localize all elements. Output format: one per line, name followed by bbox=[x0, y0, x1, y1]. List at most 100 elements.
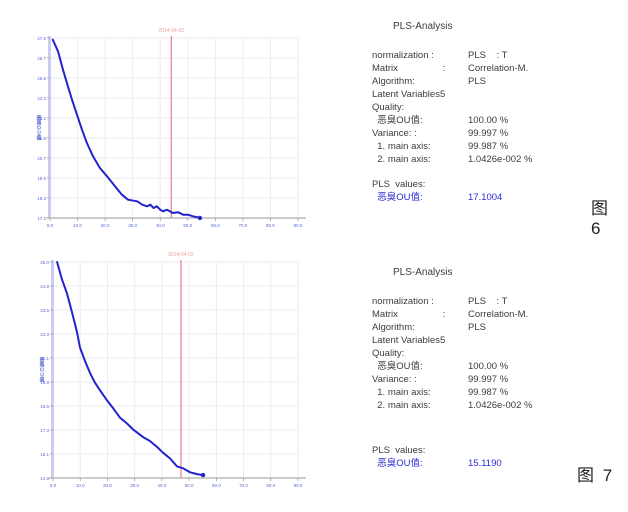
row-value: PLS : T bbox=[468, 50, 508, 61]
row-value: 100.00 % bbox=[468, 361, 509, 372]
row-value: PLS : T bbox=[468, 296, 508, 307]
y-tick-label: 24.8 bbox=[40, 284, 49, 289]
row-value: 1.0426e-002 % bbox=[468, 400, 533, 411]
row-label: 1. main axis: bbox=[372, 141, 431, 152]
row-value: PLS bbox=[468, 76, 486, 87]
analysis-row: normalization : PLS : T bbox=[372, 295, 612, 308]
x-tick-label: 20.0 bbox=[103, 483, 112, 488]
x-tick-label: 90.0 bbox=[294, 483, 303, 488]
row-value: 99.997 % bbox=[468, 128, 509, 139]
date-annotation: 2014-04-02 bbox=[158, 28, 184, 34]
pls-value-line: 恶臭OU值: 15.1190 bbox=[372, 457, 612, 470]
x-tick-label: 40.0 bbox=[156, 223, 165, 228]
row-value: 99.987 % bbox=[468, 387, 509, 398]
analysis-row: Latent Variables5 bbox=[372, 334, 612, 347]
pls-values-label: PLS values: bbox=[372, 179, 426, 190]
y-tick-label: 18.3 bbox=[37, 196, 46, 201]
analysis-row: normalization : PLS : T bbox=[372, 49, 612, 62]
date-annotation: 2014-04-02 bbox=[168, 252, 194, 258]
ou-curve-chart-top: 0.0 10.0 20.0 30.0 40.0 50.0 60.0 70.0 80.0 90.0 2… bbox=[36, 28, 306, 228]
pls-value-name: 恶臭OU值: bbox=[372, 458, 423, 469]
row-label: Variance: : bbox=[372, 128, 417, 139]
x-tick-label: 10.0 bbox=[76, 483, 85, 488]
analysis-row: 2. main axis: 1.0426e-002 % bbox=[372, 399, 612, 412]
y-tick-label: 20.7 bbox=[37, 156, 46, 161]
x-tick-label: 40.0 bbox=[158, 483, 167, 488]
analysis-rows: normalization : PLS : T Matrix : Correlatio… bbox=[372, 295, 612, 412]
y-tick-label: 16.1 bbox=[40, 452, 49, 457]
y-axis-title: 恶臭 O U 值 bbox=[36, 115, 41, 142]
analysis-row: Variance: : 99.997 % bbox=[372, 127, 612, 140]
analysis-row: 恶臭OU值: 100.00 % bbox=[372, 360, 612, 373]
analysis-row: 1. main axis: 99.987 % bbox=[372, 140, 612, 153]
x-tick-label: 10.0 bbox=[73, 223, 82, 228]
y-tick-label: 26.7 bbox=[37, 56, 46, 61]
x-tick-label: 60.0 bbox=[212, 483, 221, 488]
pls-value: 15.1190 bbox=[468, 458, 502, 469]
row-label: 恶臭OU值: bbox=[372, 361, 423, 372]
analysis-row: Quality: bbox=[372, 347, 612, 360]
row-label: Algorithm: bbox=[372, 76, 415, 87]
curve-end-point bbox=[200, 472, 206, 478]
analysis-row: Quality: bbox=[372, 101, 612, 114]
y-axis-title: 恶臭 O U 值 bbox=[39, 357, 44, 384]
analysis-row: Latent Variables5 bbox=[372, 88, 612, 101]
row-value: PLS bbox=[468, 322, 486, 333]
analysis-row: Algorithm: PLS bbox=[372, 75, 612, 88]
y-tick-label: 19.8 bbox=[40, 380, 49, 385]
curve-end-point bbox=[197, 215, 203, 221]
row-label: 1. main axis: bbox=[372, 387, 431, 398]
y-tick-label: 23.5 bbox=[40, 308, 49, 313]
ou-curve-chart-bottom: 0.0 10.0 20.0 30.0 40.0 50.0 60.0 70.0 80.0 90.0 2… bbox=[39, 252, 306, 488]
analysis-row: 1. main axis: 99.987 % bbox=[372, 386, 612, 399]
y-tick-label: 26.0 bbox=[40, 260, 49, 265]
analysis-row: Matrix : Correlation-M. bbox=[372, 308, 612, 321]
x-tick-label: 70.0 bbox=[239, 223, 248, 228]
y-tick-label: 17.1 bbox=[37, 216, 46, 221]
y-tick-label: 24.3 bbox=[37, 96, 46, 101]
row-label: normalization : bbox=[372, 50, 434, 61]
x-tick-label: 70.0 bbox=[239, 483, 248, 488]
row-label: 恶臭OU值: bbox=[372, 115, 423, 126]
analysis-row: 2. main axis: 1.0426e-002 % bbox=[372, 153, 612, 166]
y-tick-label: 18.6 bbox=[40, 404, 49, 409]
figure-7-caption: 图 7 bbox=[577, 466, 615, 485]
y-axis-line bbox=[51, 260, 54, 478]
pls-values-block: PLS values: 恶臭OU值: 15.1190 bbox=[372, 444, 612, 470]
x-tick-label: 0.0 bbox=[47, 223, 54, 228]
pls-values-block: PLS values: 恶臭OU值: 17.1004 bbox=[372, 178, 612, 204]
row-label: Latent Variables5 bbox=[372, 89, 446, 100]
y-tick-label: 17.3 bbox=[40, 428, 49, 433]
analysis-rows: normalization : PLS : T Matrix : Correlatio… bbox=[372, 49, 612, 166]
pls-value-line: 恶臭OU值: 17.1004 bbox=[372, 191, 612, 204]
row-label: Latent Variables5 bbox=[372, 335, 446, 346]
y-tick-label: 21.9 bbox=[37, 136, 46, 141]
row-label: 2. main axis: bbox=[372, 400, 431, 411]
x-tick-label: 60.0 bbox=[211, 223, 220, 228]
row-label: Variance: : bbox=[372, 374, 417, 385]
y-tick-label: 19.5 bbox=[37, 176, 46, 181]
row-label: Algorithm: bbox=[372, 322, 415, 333]
x-tick-label: 0.0 bbox=[50, 483, 57, 488]
row-value: Correlation-M. bbox=[468, 309, 529, 320]
x-tick-label: 90.0 bbox=[294, 223, 303, 228]
y-tick-label: 25.5 bbox=[37, 76, 46, 81]
analysis-panel-bottom: PLS-Analysis normalization : PLS : T Matri… bbox=[372, 266, 612, 470]
y-axis-line bbox=[48, 36, 51, 218]
ou-value-curve bbox=[51, 38, 201, 219]
y-tick-label: 27.9 bbox=[37, 36, 46, 41]
y-tick-label: 21.1 bbox=[40, 356, 49, 361]
analysis-row: 恶臭OU值: 100.00 % bbox=[372, 114, 612, 127]
analysis-title: PLS-Analysis bbox=[393, 21, 453, 32]
row-value: 1.0426e-002 % bbox=[468, 154, 533, 165]
x-tick-label: 20.0 bbox=[101, 223, 110, 228]
x-tick-label: 30.0 bbox=[128, 223, 137, 228]
analysis-row: Matrix : Correlation-M. bbox=[372, 62, 612, 75]
row-value: 100.00 % bbox=[468, 115, 509, 126]
y-tick-label: 22.3 bbox=[40, 332, 49, 337]
pls-value-name: 恶臭OU值: bbox=[372, 192, 423, 203]
row-label: Matrix : bbox=[372, 63, 446, 74]
analysis-title: PLS-Analysis bbox=[393, 267, 453, 278]
analysis-panel-top: PLS-Analysis normalization : PLS : T Matri… bbox=[372, 20, 612, 204]
